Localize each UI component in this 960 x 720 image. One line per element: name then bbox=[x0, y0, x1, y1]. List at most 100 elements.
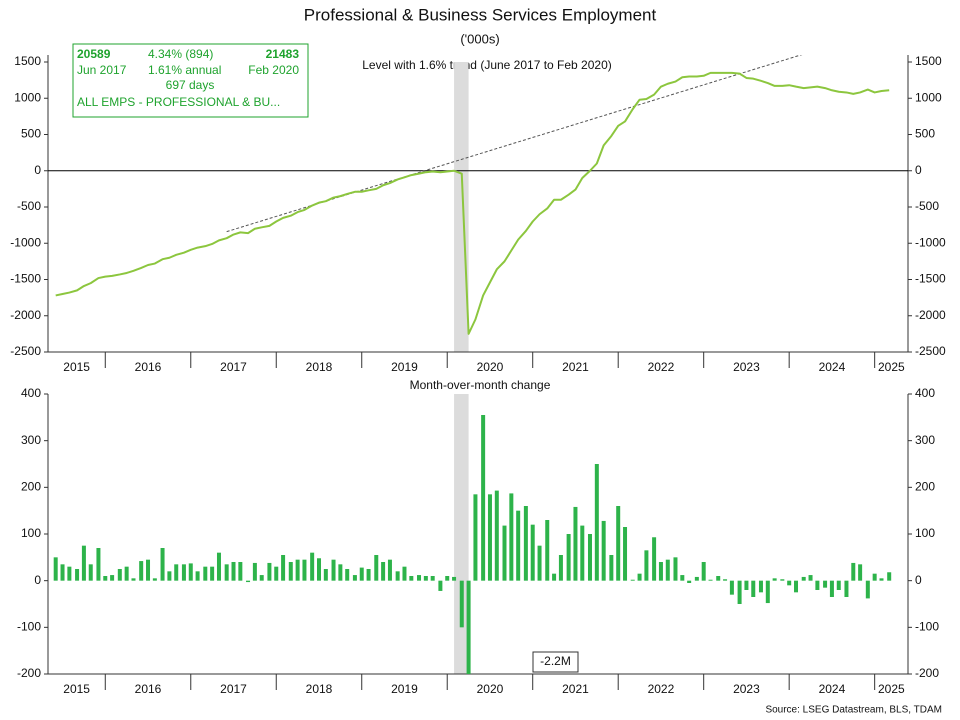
x-tick-label: 2024 bbox=[819, 682, 846, 696]
y-tick-label: -100 bbox=[17, 620, 41, 634]
bar bbox=[152, 578, 157, 581]
bar bbox=[203, 566, 208, 581]
bar bbox=[181, 564, 186, 581]
bar bbox=[594, 464, 599, 581]
bar bbox=[310, 552, 315, 581]
recession-shade bbox=[454, 394, 469, 674]
x-tick-label: 2019 bbox=[391, 360, 418, 374]
plot-area bbox=[53, 415, 892, 674]
y2-tick-label: -100 bbox=[915, 620, 939, 634]
bar bbox=[110, 575, 115, 581]
bar bbox=[295, 559, 300, 581]
bar bbox=[836, 580, 841, 590]
bar bbox=[865, 580, 870, 599]
bar bbox=[552, 573, 557, 581]
y2-tick-label: 0 bbox=[915, 163, 922, 177]
y2-tick-label: 100 bbox=[915, 526, 935, 540]
y2-tick-label: 200 bbox=[915, 480, 935, 494]
bar bbox=[652, 537, 657, 581]
bar bbox=[417, 575, 422, 581]
bar bbox=[331, 559, 336, 581]
bar bbox=[366, 569, 371, 581]
bar bbox=[644, 550, 649, 581]
y2-tick-label: -1000 bbox=[915, 235, 946, 249]
bar bbox=[516, 510, 521, 581]
bar bbox=[438, 580, 443, 591]
bar bbox=[530, 524, 535, 581]
bar bbox=[395, 571, 400, 581]
bar bbox=[67, 566, 72, 581]
bar bbox=[673, 557, 678, 581]
bar bbox=[281, 555, 286, 581]
bar bbox=[566, 534, 571, 581]
info-text: 697 days bbox=[166, 78, 215, 92]
info-text: 4.34% (894) bbox=[148, 47, 213, 61]
bar bbox=[131, 578, 136, 581]
bar bbox=[224, 564, 229, 581]
bar bbox=[537, 545, 542, 581]
bar bbox=[195, 571, 200, 581]
bar bbox=[772, 578, 777, 581]
bar bbox=[409, 576, 414, 581]
bar bbox=[188, 563, 193, 581]
bar bbox=[844, 580, 849, 597]
bar bbox=[729, 580, 734, 595]
bar bbox=[658, 562, 663, 581]
bar bbox=[801, 576, 806, 581]
bar bbox=[708, 579, 713, 581]
bar bbox=[302, 559, 307, 581]
source-note: Source: LSEG Datastream, BLS, TDAM bbox=[765, 705, 942, 716]
plot-area bbox=[55, 55, 890, 335]
y2-tick-label: 400 bbox=[915, 386, 935, 400]
bar bbox=[323, 569, 328, 581]
bar bbox=[160, 548, 165, 581]
bar bbox=[765, 580, 770, 604]
bar bbox=[694, 576, 699, 581]
bar bbox=[117, 569, 122, 581]
bar bbox=[124, 566, 129, 581]
y-tick-label: 1500 bbox=[14, 54, 41, 68]
bar bbox=[381, 562, 386, 581]
bar bbox=[216, 552, 221, 581]
bar bbox=[523, 506, 528, 581]
y2-tick-label: 1500 bbox=[915, 54, 942, 68]
bar bbox=[701, 562, 706, 581]
bar bbox=[374, 555, 379, 581]
x-tick-label: 2025 bbox=[878, 360, 905, 374]
y-tick-label: 0 bbox=[34, 573, 41, 587]
y2-tick-label: 0 bbox=[915, 573, 922, 587]
bar bbox=[231, 562, 236, 581]
bar bbox=[851, 562, 856, 581]
recession-shade bbox=[454, 62, 469, 352]
bar bbox=[887, 572, 892, 581]
bar bbox=[75, 569, 80, 581]
y-tick-label: -500 bbox=[17, 199, 41, 213]
x-tick-label: 2025 bbox=[878, 682, 905, 696]
y2-tick-label: 300 bbox=[915, 433, 935, 447]
bar bbox=[587, 534, 592, 581]
bar bbox=[601, 520, 606, 581]
chart-subtitle: ('000s) bbox=[460, 31, 499, 46]
bar bbox=[387, 559, 392, 581]
info-text: ALL EMPS - PROFESSIONAL & BU... bbox=[77, 95, 280, 109]
bar bbox=[452, 576, 457, 581]
y2-tick-label: -200 bbox=[915, 666, 939, 680]
x-tick-label: 2020 bbox=[477, 360, 504, 374]
bar bbox=[623, 527, 628, 581]
bar bbox=[509, 493, 514, 581]
x-tick-label: 2016 bbox=[135, 360, 162, 374]
x-tick-label: 2021 bbox=[562, 360, 589, 374]
bar bbox=[459, 580, 464, 628]
bar bbox=[60, 564, 65, 581]
bar bbox=[545, 520, 550, 581]
bar bbox=[787, 580, 792, 586]
chart-title: Professional & Business Services Employm… bbox=[304, 5, 657, 24]
bar bbox=[238, 562, 243, 581]
bar bbox=[481, 415, 486, 581]
y2-tick-label: 500 bbox=[915, 127, 935, 141]
x-tick-label: 2019 bbox=[391, 682, 418, 696]
bar bbox=[81, 545, 86, 581]
trend-line bbox=[226, 55, 803, 233]
x-tick-label: 2020 bbox=[477, 682, 504, 696]
bar bbox=[167, 571, 172, 581]
